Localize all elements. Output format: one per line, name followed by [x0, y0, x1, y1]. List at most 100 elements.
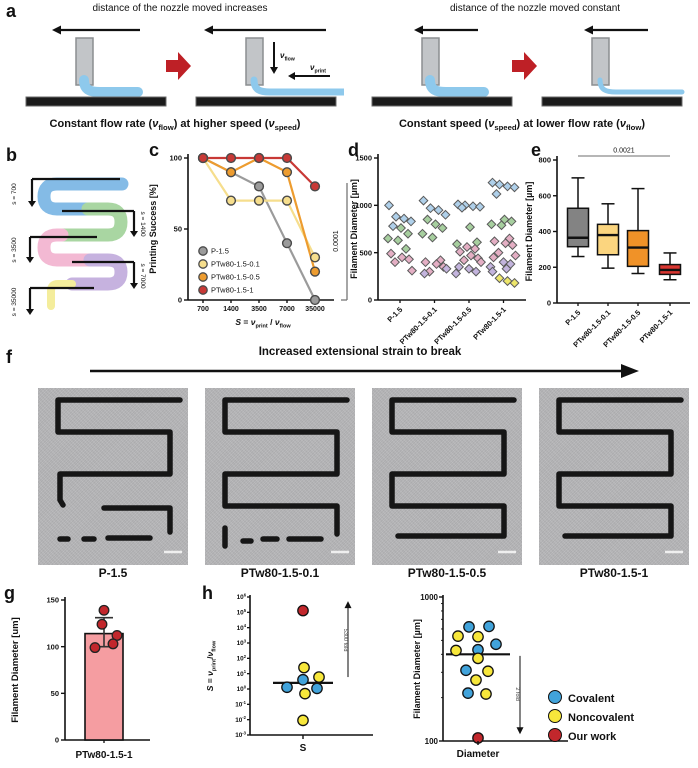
ourwork-swatch-icon: [548, 728, 562, 742]
caption-left: Constant flow rate (νflow) at higher spe…: [49, 118, 301, 133]
svg-text:104: 104: [237, 623, 247, 632]
nozzle-diagram-right: [371, 25, 685, 107]
svg-text:0: 0: [55, 736, 59, 745]
svg-text:1400: 1400: [223, 306, 239, 313]
svg-text:101: 101: [237, 669, 247, 678]
svg-text:νflow: νflow: [280, 51, 296, 62]
strain-arrow: [90, 364, 639, 378]
svg-text:800: 800: [538, 156, 551, 165]
svg-text:PTw80-1.5-0.1: PTw80-1.5-0.1: [211, 260, 260, 269]
svg-text:35000: 35000: [305, 306, 325, 313]
svg-text:PTw80-1.5-0.5: PTw80-1.5-0.5: [211, 273, 260, 282]
svg-text:Filament Diameter [µm]: Filament Diameter [µm]: [524, 182, 534, 282]
covalency-legend: Covalent Noncovalent Our work: [548, 686, 634, 747]
svg-text:50: 50: [174, 225, 182, 234]
svg-text:3500: 3500: [251, 306, 267, 313]
panel-g-label: g: [4, 583, 15, 603]
s-ratio-log-chart: 10-3 10-2 10-1 100 101 102 103 104 105 106 5300 fo…: [205, 593, 373, 754]
svg-text:200: 200: [538, 263, 551, 272]
svg-text:PTw80-1.5-1: PTw80-1.5-1: [75, 750, 132, 761]
svg-text:s = 7000: s = 7000: [139, 263, 146, 289]
svg-text:105: 105: [237, 608, 247, 617]
photo-label: PTw80-1.5-0.5: [407, 566, 487, 580]
svg-text:Filament Diameter [µm]: Filament Diameter [µm]: [349, 179, 359, 279]
legend-item-noncovalent: Noncovalent: [548, 709, 634, 724]
svg-text:102: 102: [237, 654, 247, 663]
panel-b-label: b: [6, 145, 17, 165]
svg-text:PTw80-1.5-1: PTw80-1.5-1: [471, 305, 508, 342]
svg-text:100: 100: [425, 737, 439, 746]
svg-text:S: S: [300, 743, 307, 754]
svg-text:PTw80-1.5-1: PTw80-1.5-1: [638, 308, 675, 345]
svg-text:Diameter: Diameter: [457, 749, 500, 760]
svg-text:1000: 1000: [355, 201, 372, 210]
photo-label: P-1.5: [98, 566, 128, 580]
svg-text:400: 400: [538, 227, 551, 236]
legend-item-ourwork: Our work: [548, 728, 634, 743]
svg-text:0: 0: [368, 296, 372, 305]
svg-text:7000: 7000: [279, 306, 295, 313]
filament-diameter-box-chart: 0200400600800P-1.5PTw80-1.5-0.1PTw80-1.5…: [524, 148, 690, 349]
panel-h-label: h: [202, 583, 213, 603]
svg-text:600: 600: [538, 191, 551, 200]
legend-item-covalent: Covalent: [548, 690, 634, 705]
photo-p15: [38, 388, 188, 565]
svg-text:s = 35000: s = 35000: [11, 287, 18, 316]
panel-f-label: f: [6, 347, 12, 367]
svg-text:PTw80-1.5-1: PTw80-1.5-1: [211, 286, 254, 295]
panel-e-label: e: [531, 140, 542, 160]
photo-label: PTw80-1.5-1: [579, 566, 649, 580]
filament-diameter-scatter-chart: 050010001500P-1.5PTw80-1.5-0.1PTw80-1.5-…: [349, 154, 526, 346]
svg-text:100: 100: [46, 642, 59, 651]
svg-text:0.0021: 0.0021: [613, 148, 635, 155]
svg-text:2 fold: 2 fold: [514, 687, 520, 700]
svg-text:P-1.5: P-1.5: [563, 308, 582, 327]
svg-text:100: 100: [237, 685, 247, 694]
svg-text:1500: 1500: [355, 154, 372, 163]
svg-text:S = νprint / νflow: S = νprint / νflow: [235, 317, 291, 330]
svg-text:Filament Diameter [um]: Filament Diameter [um]: [10, 617, 21, 723]
caption-right: Constant speed (νspeed) at lower flow ra…: [398, 118, 646, 133]
diameter-log-chart: 100 1000 2 fold Diameter Filament Diameter […: [412, 593, 568, 760]
svg-text:10-3: 10-3: [235, 731, 246, 740]
covalent-swatch-icon: [548, 690, 562, 704]
noncovalent-swatch-icon: [548, 709, 562, 723]
nozzle-left-title: distance of the nozzle moved increases: [92, 3, 268, 14]
photo-ptw80-01: [205, 388, 355, 565]
nozzle-right-title: distance of the nozzle moved constant: [449, 3, 621, 14]
photo-label: PTw80-1.5-0.1: [240, 566, 320, 580]
svg-text:Filament Diameter [µm]: Filament Diameter [µm]: [412, 619, 422, 719]
svg-text:νprint: νprint: [310, 63, 326, 74]
photo-ptw80-05: [372, 388, 522, 565]
strain-header-text: Increased extensional strain to break: [258, 346, 462, 358]
svg-text:10-1: 10-1: [235, 700, 246, 709]
svg-text:700: 700: [197, 306, 209, 313]
svg-text:5300 fold: 5300 fold: [342, 629, 348, 652]
svg-text:106: 106: [237, 593, 247, 602]
svg-text:0: 0: [178, 296, 182, 305]
svg-text:s = 1400: s = 1400: [139, 211, 146, 237]
svg-text:1000: 1000: [420, 593, 438, 602]
panel-a-label: a: [6, 1, 17, 21]
svg-text:s = 3500: s = 3500: [11, 237, 18, 263]
photo-ptw80-1: [539, 388, 689, 565]
svg-text:s = 700: s = 700: [11, 183, 18, 205]
svg-text:Printing Success [%]: Printing Success [%]: [148, 184, 158, 274]
svg-text:150: 150: [46, 596, 59, 605]
svg-text:10-2: 10-2: [235, 715, 246, 724]
printing-success-chart: 0 50 100 700 1400 3500 7000 35000 P-1.5 PTw80-1.5…: [148, 152, 348, 330]
single-bar-chart: 0 50 100 150 PTw80-1.5-1 Filament Diameter [u…: [10, 596, 150, 761]
nozzle-diagram-left: νflow νprint: [25, 25, 344, 107]
svg-text:50: 50: [51, 689, 59, 698]
panel-c-label: c: [149, 140, 160, 160]
serpentine-speed-diagram: s = 700 s = 1400 s = 3500 s = 7000 s = 35000: [11, 177, 146, 316]
svg-text:500: 500: [359, 248, 372, 257]
svg-text:103: 103: [237, 639, 247, 648]
svg-text:S = νprint/νflow: S = νprint/νflow: [205, 640, 218, 691]
svg-text:P-1.5: P-1.5: [211, 247, 229, 256]
svg-text:0.0001: 0.0001: [333, 230, 340, 252]
svg-text:100: 100: [169, 154, 182, 163]
panel-d-label: d: [348, 140, 359, 160]
svg-text:0: 0: [547, 299, 551, 308]
